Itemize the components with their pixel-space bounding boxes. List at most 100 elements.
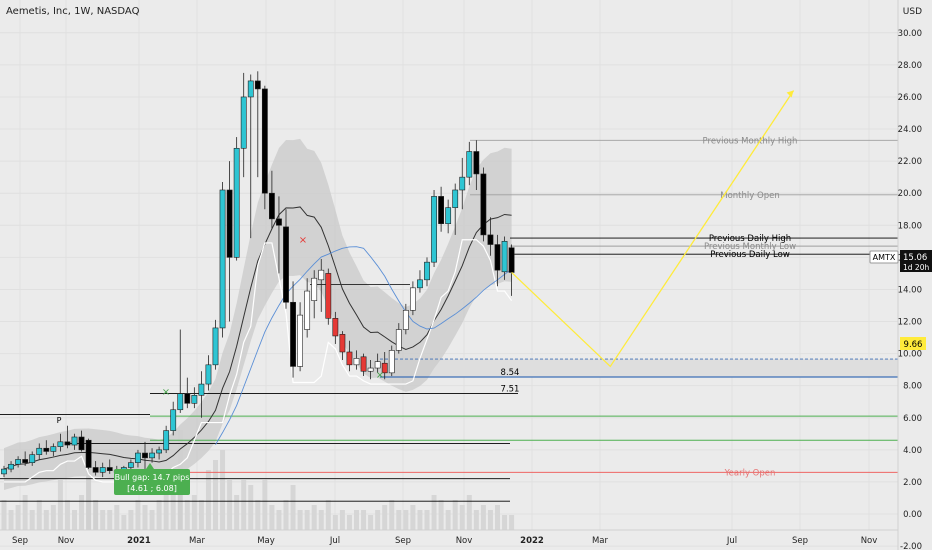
candle-body	[8, 463, 14, 470]
volume-bar	[128, 510, 134, 530]
last-price-value: 15.06	[903, 253, 927, 263]
price-tick-label: 24.00	[898, 125, 922, 135]
candle-body	[78, 436, 85, 451]
candle-body	[106, 467, 113, 471]
candle-body	[318, 269, 325, 281]
volume-bar	[466, 495, 472, 530]
price-tick-label: -2.00	[900, 542, 922, 550]
candle-body	[395, 329, 402, 351]
candle-body	[261, 88, 268, 194]
candle-body	[381, 362, 388, 374]
candle-body	[332, 318, 339, 337]
volume-bar	[283, 500, 289, 530]
volume-bar	[417, 510, 423, 530]
volume-bar	[445, 510, 451, 530]
time-tick-label: 2022	[520, 536, 544, 546]
volume-bar	[163, 490, 169, 530]
price-tick-label: 18.00	[898, 221, 922, 231]
volume-bar	[72, 510, 77, 530]
level-lines: Previous Monthly High Monthly Open Previou…	[0, 136, 898, 502]
candle-body	[297, 314, 303, 367]
candle-body	[388, 350, 395, 374]
volume-bar	[15, 505, 21, 530]
volume-layer	[1, 430, 515, 530]
volume-bar	[255, 500, 261, 530]
volume-bar	[361, 510, 367, 530]
price-tick-label: 12.00	[898, 318, 922, 328]
buy-signal-mark: ×	[162, 387, 170, 398]
time-tick-label: Sep	[12, 536, 28, 546]
volume-bar	[473, 510, 479, 530]
volume-bar	[142, 505, 148, 530]
time-tick-label: Sep	[395, 536, 411, 546]
candle-body	[57, 441, 64, 447]
candle-body	[177, 393, 184, 411]
volume-bar	[396, 510, 402, 530]
volume-bar	[375, 510, 381, 530]
price-tick-label: 30.00	[898, 29, 922, 39]
candle-body	[339, 334, 346, 353]
level-label: Previous Daily High	[709, 234, 791, 244]
candle-body	[184, 393, 191, 404]
candle-body	[508, 247, 515, 273]
candle-body	[494, 244, 501, 271]
candle-body	[233, 147, 240, 258]
price-tick-label: 8.00	[903, 382, 922, 392]
candle-body	[353, 358, 360, 366]
volume-bar	[495, 505, 500, 530]
price-tick-label: 14.00	[898, 285, 922, 295]
volume-bar	[487, 510, 493, 530]
candle-body	[417, 279, 423, 289]
candle-body	[311, 277, 318, 301]
volume-bar	[438, 500, 444, 530]
volume-bar	[135, 500, 141, 530]
candle-body	[452, 189, 459, 208]
candle-body	[325, 273, 332, 319]
volume-bar	[205, 470, 211, 530]
level-label: Previous Monthly Low	[704, 242, 796, 252]
volume-bar	[431, 495, 437, 530]
time-tick-label: Nov	[456, 536, 473, 546]
level-label: Monthly Open	[720, 191, 779, 201]
volume-bar	[339, 510, 345, 530]
candle-body	[402, 309, 409, 330]
candle-body	[212, 327, 219, 366]
volume-bar	[170, 480, 176, 530]
candle-body	[29, 454, 36, 463]
candle-body	[170, 409, 177, 431]
price-tick-label: 20.00	[898, 189, 922, 199]
last-price-tag	[900, 250, 932, 272]
volume-bar	[86, 440, 92, 530]
countdown-value: 1d 20h	[903, 263, 929, 272]
volume-bar	[191, 495, 197, 530]
candle-body	[424, 261, 430, 281]
candle-body	[360, 356, 367, 372]
candle-body	[374, 361, 381, 369]
symbol-tag[interactable]	[869, 250, 899, 264]
candle-body	[268, 192, 275, 220]
volume-bar	[156, 500, 162, 530]
volume-bar	[424, 510, 430, 530]
volume-bar	[1, 500, 7, 530]
candle-body	[290, 301, 296, 367]
volume-bar	[22, 495, 28, 530]
time-tick-label: Mar	[189, 536, 206, 546]
volume-bar	[213, 460, 218, 530]
volume-bar	[452, 500, 458, 530]
candle-body	[438, 196, 444, 224]
volume-bar	[248, 485, 254, 530]
time-tick-label: Sep	[792, 536, 808, 546]
candle-body	[156, 449, 162, 454]
volume-bar	[107, 510, 113, 530]
candle-body	[459, 176, 466, 191]
chart-title: Aemetis, Inc, 1W, NASDAQ	[6, 6, 140, 17]
time-tick-label: Nov	[58, 536, 75, 546]
price-tick-label: 26.00	[898, 93, 922, 103]
volume-bar	[262, 480, 268, 530]
candle-body	[64, 441, 71, 446]
buy-signal-mark: ×	[376, 370, 384, 381]
volume-bar	[382, 505, 388, 530]
volume-bar	[184, 500, 190, 530]
candle-body	[247, 80, 254, 98]
